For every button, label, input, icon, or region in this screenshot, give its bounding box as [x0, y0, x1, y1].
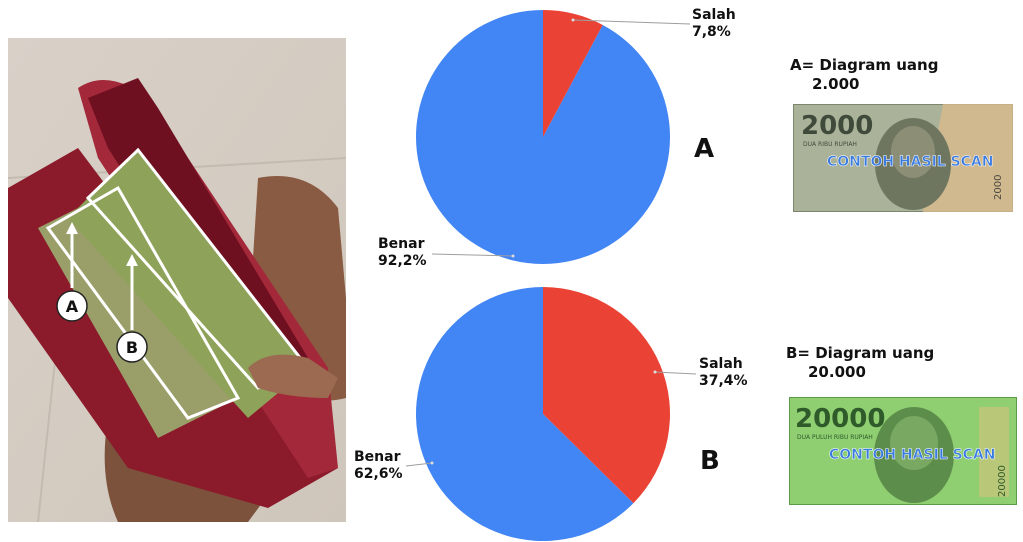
pie-b-slice-salah	[543, 287, 671, 504]
pie-a-leader-dot	[511, 254, 515, 258]
svg-text:B: B	[126, 338, 138, 357]
pie-b-leader-dot	[430, 461, 434, 465]
svg-text:2000: 2000	[993, 175, 1004, 200]
pie-chart-b	[405, 287, 697, 541]
pie-a-slice-salah	[543, 10, 603, 137]
banknote-20000-image: 20000 DUA PULUH RIBU RUPIAH CONTOH HASIL…	[789, 397, 1017, 505]
pie-a-leader-line	[431, 253, 514, 257]
svg-text:CONTOH HASIL SCAN: CONTOH HASIL SCAN	[827, 154, 993, 170]
banknote-2000-image: 2000 DUA RIBU RUPIAH CONTOH HASIL SCAN 2…	[793, 104, 1013, 212]
wallet-photo: A B	[8, 38, 346, 522]
pie-b-salah-label: Salah 37,4%	[699, 356, 748, 389]
svg-text:2000: 2000	[801, 111, 873, 141]
pie-a-leader-line	[572, 19, 691, 25]
pie-a-leader-dot	[571, 18, 575, 22]
svg-text:20000: 20000	[795, 404, 885, 434]
pie-a-benar-label: Benar 92,2%	[378, 236, 427, 269]
marker-a: A	[56, 290, 88, 322]
svg-text:DUA PULUH RIBU RUPIAH: DUA PULUH RIBU RUPIAH	[797, 434, 873, 441]
pie-a-slice-benar	[416, 10, 670, 264]
pie-b-leader-line	[405, 462, 433, 467]
svg-text:CONTOH HASIL SCAN: CONTOH HASIL SCAN	[829, 447, 995, 463]
svg-text:DUA RIBU RUPIAH: DUA RIBU RUPIAH	[803, 141, 857, 148]
pie-a-salah-label: Salah 7,8%	[692, 7, 736, 40]
pie-b-slice-benar	[416, 287, 634, 541]
pie-a-title: A	[694, 134, 715, 164]
pie-chart-a	[416, 10, 691, 264]
pie-b-benar-label: Benar 62,6%	[354, 449, 403, 482]
note-b-caption: B= Diagram uang 20.000	[786, 344, 935, 381]
svg-text:A: A	[66, 297, 79, 316]
marker-b: B	[116, 331, 148, 363]
pie-b-title: B	[700, 446, 720, 476]
pie-b-leader-line	[654, 371, 697, 375]
svg-text:20000: 20000	[997, 465, 1008, 497]
pie-b-leader-dot	[653, 370, 657, 374]
note-a-caption: A= Diagram uang 2.000	[790, 56, 939, 93]
